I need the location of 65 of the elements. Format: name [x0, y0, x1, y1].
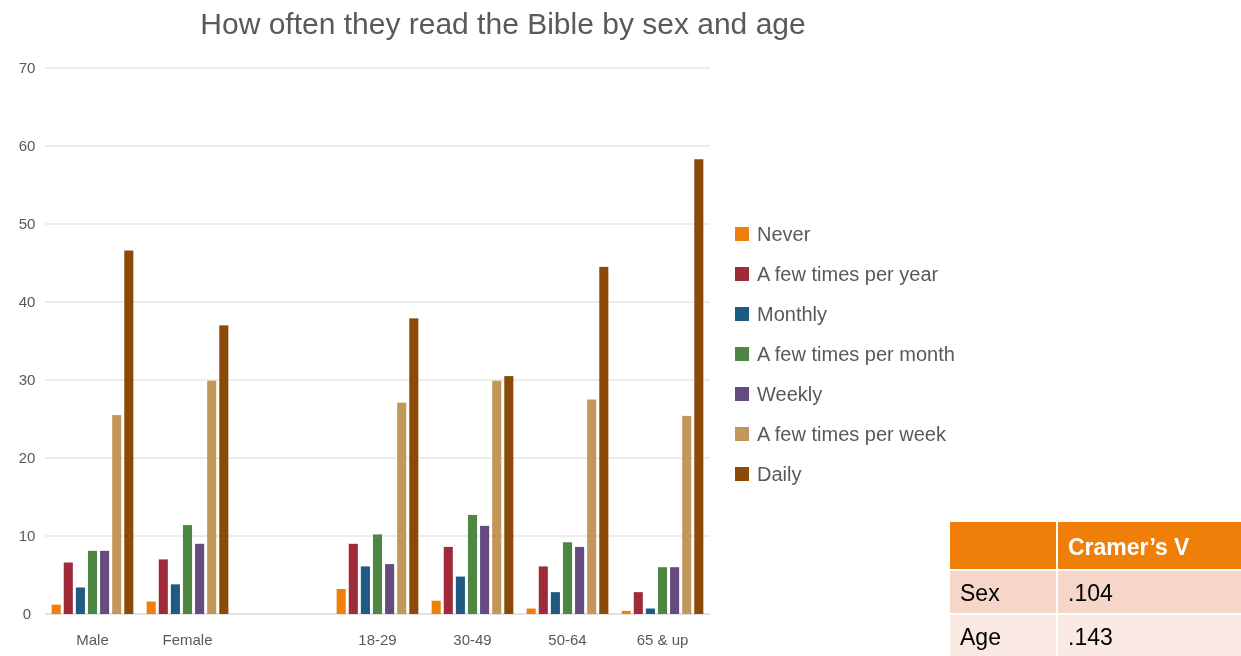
y-tick-label: 10 [18, 527, 36, 545]
bar [158, 559, 168, 614]
bar [360, 566, 370, 614]
bar [170, 584, 180, 614]
y-tick-label: 20 [18, 449, 36, 467]
legend-label: Daily [757, 463, 802, 485]
bar [63, 562, 73, 614]
bar [124, 250, 134, 614]
bar [467, 514, 478, 614]
bar [100, 550, 110, 614]
x-tick-label: Female [162, 631, 213, 648]
bar [385, 564, 395, 614]
y-tick-label: 0 [22, 605, 32, 623]
bar [694, 159, 704, 614]
bar [670, 567, 680, 614]
bar [455, 576, 465, 614]
bar [526, 608, 536, 614]
legend-label: A few times per week [757, 423, 947, 445]
bar [657, 567, 668, 614]
bar [538, 566, 548, 614]
bar [575, 546, 585, 614]
bar [409, 318, 419, 614]
legend-label: Monthly [757, 303, 828, 325]
bar [550, 592, 560, 614]
bar [146, 601, 156, 614]
legend-label: Never [757, 223, 811, 245]
bar [562, 542, 573, 614]
x-tick-label: 30-49 [453, 631, 492, 648]
bar [51, 604, 61, 614]
bar [587, 399, 597, 614]
bar [645, 608, 655, 614]
x-tick-label: Male [76, 631, 109, 648]
y-tick-label: 40 [18, 293, 36, 311]
y-tick-label: 30 [18, 371, 36, 389]
bar [504, 376, 514, 614]
y-tick-label: 70 [18, 59, 36, 77]
legend-label: Weekly [757, 383, 823, 405]
bar [336, 589, 346, 614]
bar [372, 534, 383, 614]
bar [633, 592, 643, 614]
bar [219, 325, 229, 614]
chart-title: How often they read the Bible by sex and age [200, 7, 806, 40]
bar [431, 600, 441, 614]
x-tick-label: 65 & up [636, 631, 689, 648]
bar [443, 546, 453, 614]
bar [195, 543, 205, 614]
bar [599, 266, 609, 614]
bar [682, 415, 692, 614]
bar [621, 610, 631, 614]
bar [492, 380, 502, 614]
bar [207, 380, 217, 614]
bar [182, 525, 193, 614]
y-tick-label: 60 [18, 137, 36, 155]
bar [87, 550, 98, 614]
bar [397, 402, 407, 614]
bar [75, 587, 85, 614]
bar [480, 525, 490, 614]
legend-label: A few times per year [757, 263, 939, 285]
cramers-v-table: Cramer’s V Sex .104 Age .143 [950, 521, 1241, 656]
bar [112, 415, 122, 614]
x-tick-label: 18-29 [358, 631, 397, 648]
bar [348, 543, 358, 614]
legend-label: A few times per month [757, 343, 955, 365]
y-tick-label: 50 [18, 215, 36, 233]
x-tick-label: 50-64 [548, 631, 587, 648]
